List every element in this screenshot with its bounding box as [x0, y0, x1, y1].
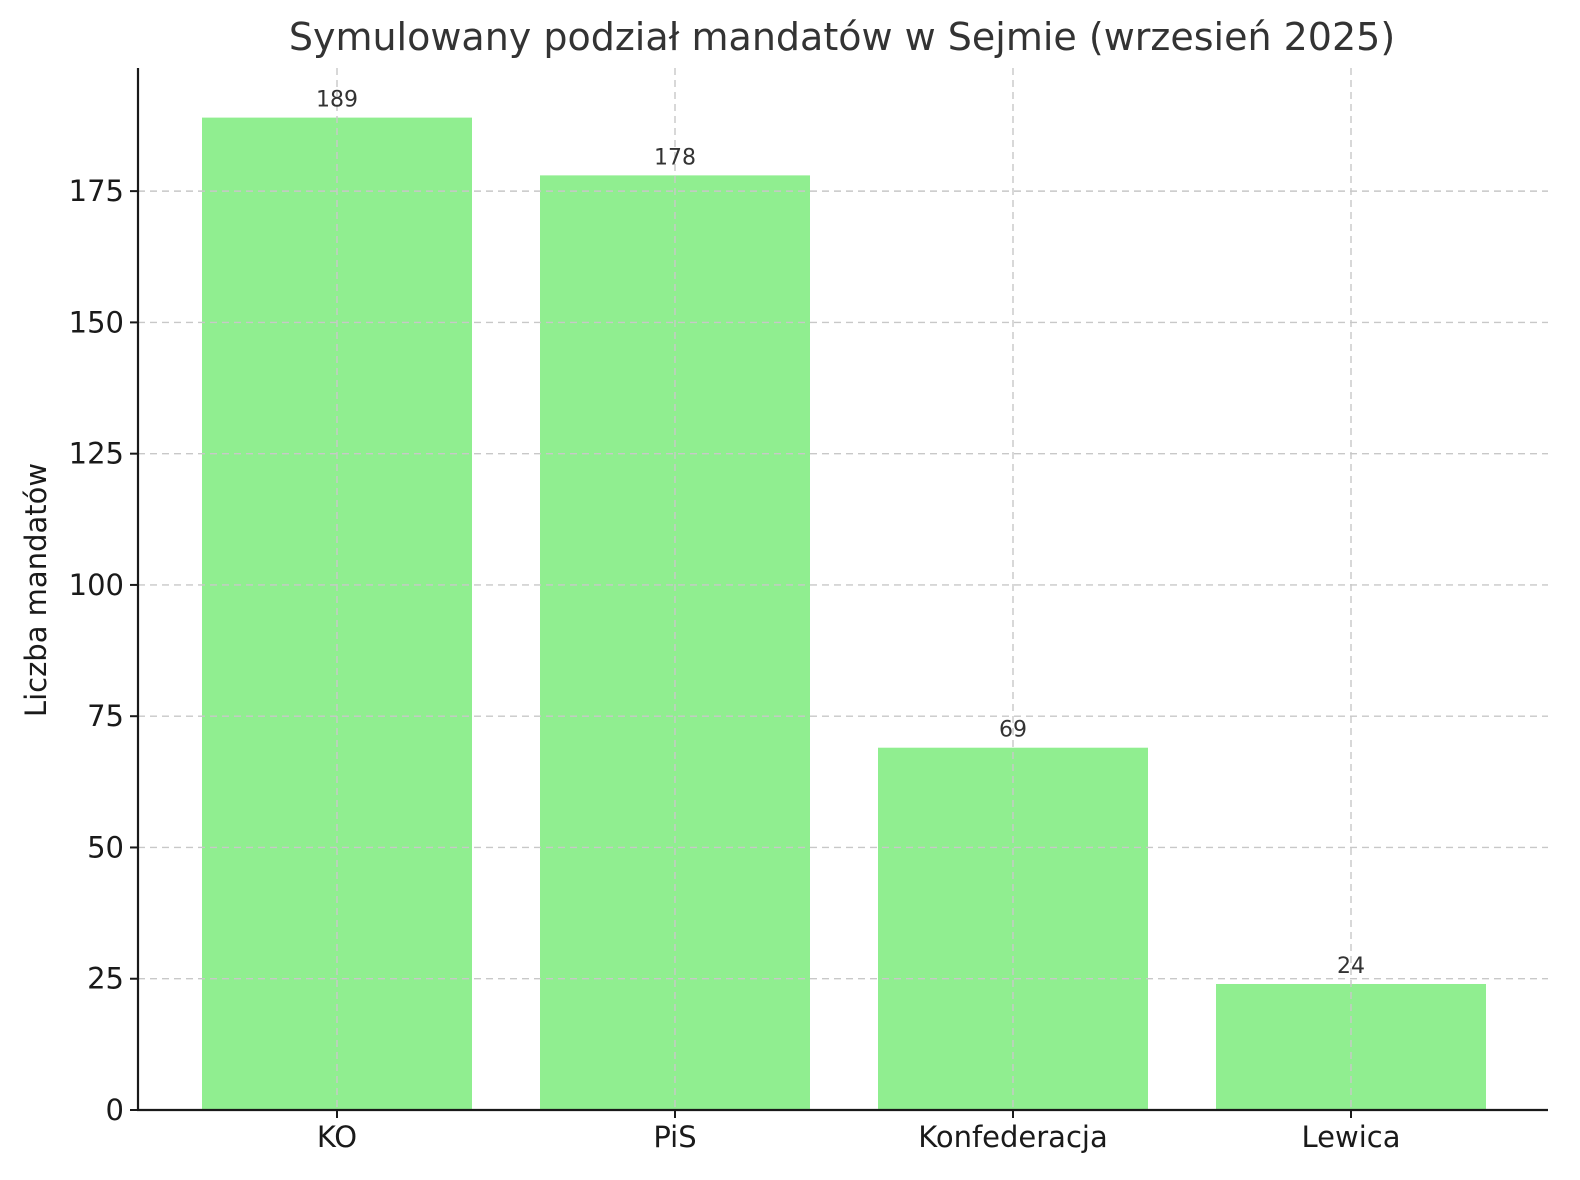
chart-title: Symulowany podział mandatów w Sejmie (wr…: [289, 15, 1395, 59]
bar-konfederacja: [878, 747, 1148, 1110]
bar-pis: [540, 175, 810, 1111]
y-tick-label: 150: [69, 305, 124, 339]
grid-layer: [138, 68, 1548, 1110]
data-label: 178: [654, 145, 696, 170]
x-tick-label: Konfederacja: [918, 1120, 1107, 1154]
y-tick-label: 175: [69, 174, 124, 208]
y-axis-label: Liczba mandatów: [19, 463, 53, 717]
data-labels-layer: 189 178 69 24: [316, 88, 1365, 979]
y-tick-label: 125: [69, 437, 124, 471]
data-label: 69: [999, 718, 1027, 743]
axes-layer: 0 25 50 75 100 125 150 175 KO PiS Konfederacja Lewi…: [69, 68, 1548, 1154]
y-tick-label: 100: [69, 568, 124, 602]
y-tick-label: 0: [106, 1093, 124, 1127]
x-tick-label: KO: [317, 1120, 357, 1154]
x-tick-label: PiS: [653, 1120, 696, 1154]
data-label: 24: [1337, 954, 1365, 979]
y-tick-label: 75: [87, 699, 124, 733]
y-tick-label: 50: [87, 830, 124, 864]
x-tick-label: Lewica: [1302, 1120, 1401, 1154]
y-tick-label: 25: [87, 962, 124, 996]
bars-layer: [202, 117, 1486, 1111]
data-label: 189: [316, 88, 358, 113]
